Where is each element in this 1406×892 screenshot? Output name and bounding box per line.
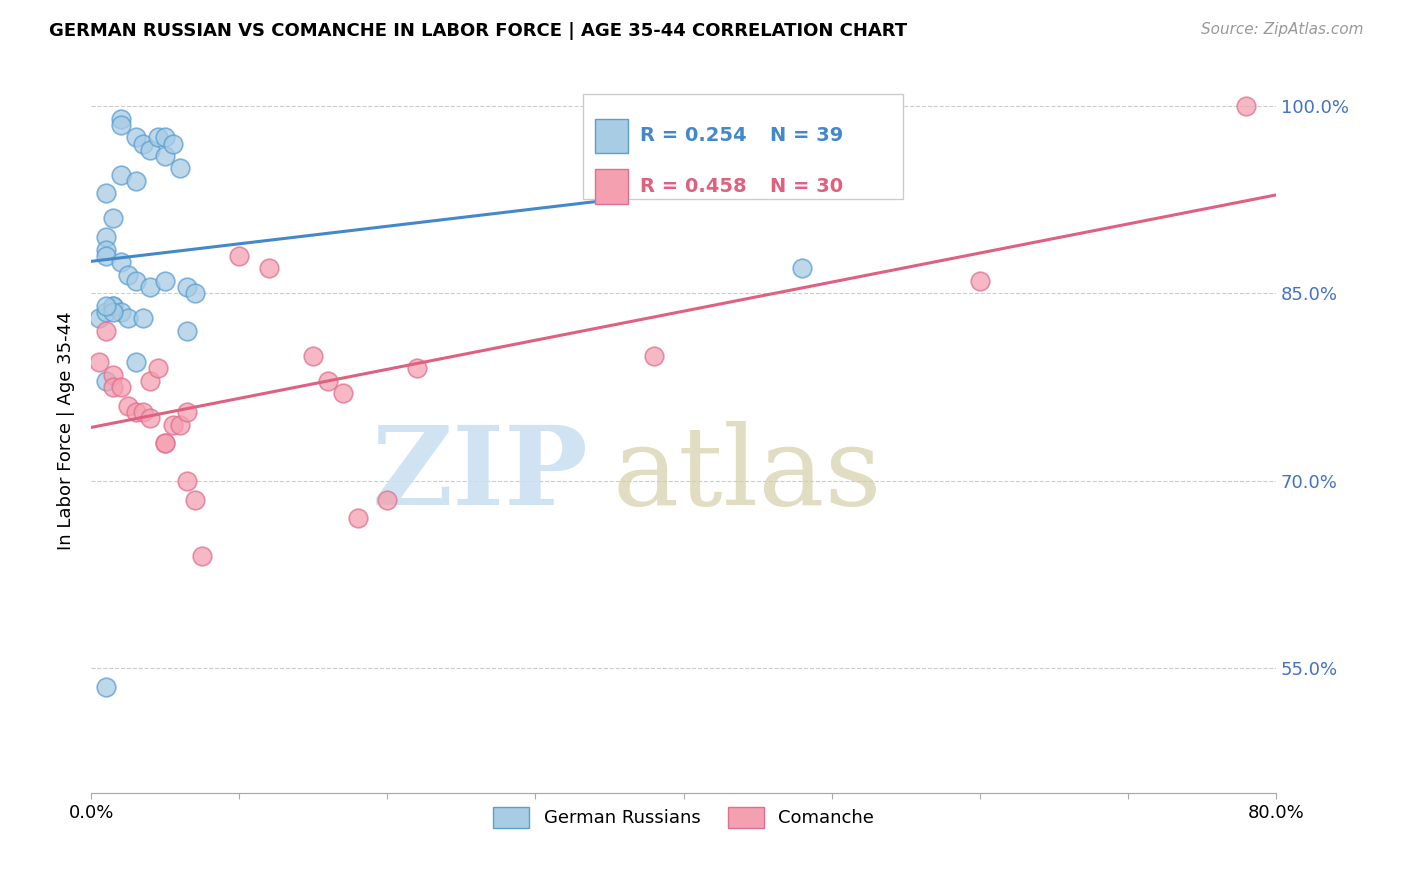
Point — [176, 474, 198, 488]
Point — [87, 355, 110, 369]
Text: atlas: atlas — [613, 421, 882, 528]
Point — [139, 280, 162, 294]
Point — [969, 274, 991, 288]
Point — [139, 374, 162, 388]
Point — [184, 286, 207, 301]
Text: GERMAN RUSSIAN VS COMANCHE IN LABOR FORCE | AGE 35-44 CORRELATION CHART: GERMAN RUSSIAN VS COMANCHE IN LABOR FORC… — [49, 22, 907, 40]
Point — [117, 311, 139, 326]
Point — [153, 436, 176, 450]
FancyBboxPatch shape — [583, 94, 903, 199]
Point — [146, 361, 169, 376]
Point — [124, 355, 146, 369]
Point — [132, 311, 155, 326]
Text: N = 39: N = 39 — [770, 127, 844, 145]
Point — [1234, 99, 1257, 113]
Point — [176, 405, 198, 419]
Text: N = 30: N = 30 — [770, 177, 844, 196]
Point — [184, 492, 207, 507]
Legend: German Russians, Comanche: German Russians, Comanche — [486, 800, 882, 835]
Text: R = 0.458: R = 0.458 — [640, 177, 747, 196]
Point — [599, 118, 621, 132]
Point — [643, 349, 665, 363]
Point — [124, 174, 146, 188]
Point — [132, 405, 155, 419]
Point — [103, 380, 125, 394]
Point — [169, 417, 191, 432]
Point — [377, 492, 399, 507]
Point — [191, 549, 214, 563]
Point — [94, 249, 117, 263]
Point — [162, 136, 184, 151]
FancyBboxPatch shape — [595, 119, 628, 153]
Point — [146, 130, 169, 145]
Point — [228, 249, 250, 263]
FancyBboxPatch shape — [595, 169, 628, 203]
Text: Source: ZipAtlas.com: Source: ZipAtlas.com — [1201, 22, 1364, 37]
Point — [139, 411, 162, 425]
Point — [94, 680, 117, 694]
Point — [132, 136, 155, 151]
Point — [110, 255, 132, 269]
Point — [406, 361, 429, 376]
Point — [94, 243, 117, 257]
Point — [162, 417, 184, 432]
Point — [316, 374, 339, 388]
Point — [176, 280, 198, 294]
Point — [124, 130, 146, 145]
Point — [103, 211, 125, 226]
Point — [103, 299, 125, 313]
Point — [153, 274, 176, 288]
Point — [124, 405, 146, 419]
Point — [117, 268, 139, 282]
Point — [153, 149, 176, 163]
Point — [94, 230, 117, 244]
Point — [139, 143, 162, 157]
Point — [110, 380, 132, 394]
Point — [94, 374, 117, 388]
Point — [176, 324, 198, 338]
Point — [169, 161, 191, 176]
Point — [103, 368, 125, 382]
Point — [103, 305, 125, 319]
Point — [124, 274, 146, 288]
Point — [346, 511, 368, 525]
Point — [110, 305, 132, 319]
Point — [94, 186, 117, 201]
Point — [790, 261, 813, 276]
Point — [94, 299, 117, 313]
Text: ZIP: ZIP — [373, 421, 589, 528]
Point — [94, 324, 117, 338]
Point — [110, 168, 132, 182]
Point — [257, 261, 280, 276]
Point — [117, 399, 139, 413]
Point — [94, 305, 117, 319]
Y-axis label: In Labor Force | Age 35-44: In Labor Force | Age 35-44 — [58, 311, 75, 550]
Point — [110, 112, 132, 126]
Point — [302, 349, 325, 363]
Text: R = 0.254: R = 0.254 — [640, 127, 747, 145]
Point — [87, 311, 110, 326]
Point — [332, 386, 354, 401]
Point — [153, 130, 176, 145]
Point — [103, 299, 125, 313]
Point — [110, 118, 132, 132]
Point — [153, 436, 176, 450]
